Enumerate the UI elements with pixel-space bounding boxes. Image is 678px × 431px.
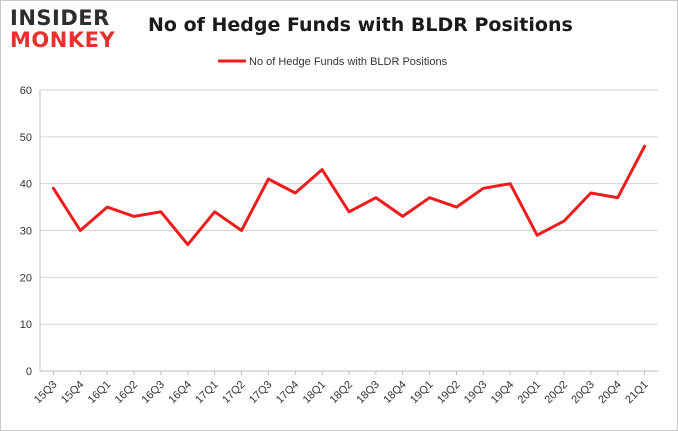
x-tick-label: 17Q2 bbox=[220, 379, 248, 407]
y-tick-label: 60 bbox=[20, 85, 32, 97]
x-tick-label: 17Q3 bbox=[247, 379, 275, 407]
x-tick-label: 21Q1 bbox=[623, 379, 651, 407]
legend: No of Hedge Funds with BLDR Positions bbox=[218, 56, 448, 68]
x-tick-label: 18Q1 bbox=[301, 379, 329, 407]
y-tick-label: 40 bbox=[20, 179, 32, 191]
x-tick-label: 16Q1 bbox=[86, 379, 114, 407]
x-tick-label: 18Q3 bbox=[354, 379, 382, 407]
series-layer bbox=[51, 144, 647, 247]
x-tick-label: 19Q1 bbox=[408, 379, 436, 407]
x-tick-label: 18Q2 bbox=[328, 379, 356, 407]
y-tick-label: 30 bbox=[20, 226, 32, 238]
x-tick-label: 19Q4 bbox=[489, 379, 517, 407]
y-tick-label: 10 bbox=[20, 319, 32, 331]
y-tick-label: 20 bbox=[20, 272, 32, 284]
x-tick-label: 20Q1 bbox=[516, 379, 544, 407]
x-tick-label: 16Q4 bbox=[166, 379, 194, 407]
x-tick-labels: 15Q3 15Q4 16Q1 16Q2 16Q3 16Q4 17Q1 17Q2 17Q3 17Q4… bbox=[32, 371, 651, 406]
y-tick-labels: 0 10 20 30 40 50 60 bbox=[20, 85, 32, 378]
x-tick-label: 20Q2 bbox=[543, 379, 571, 407]
x-tick-label: 15Q4 bbox=[59, 379, 87, 407]
y-tick-label: 50 bbox=[20, 132, 32, 144]
x-tick-label: 16Q2 bbox=[113, 379, 141, 407]
x-tick-label: 17Q4 bbox=[274, 379, 302, 407]
x-tick-label: 18Q4 bbox=[381, 379, 409, 407]
x-tick-label: 17Q1 bbox=[193, 379, 221, 407]
x-tick-label: 19Q3 bbox=[462, 379, 490, 407]
logo-line-1: INSIDER bbox=[10, 6, 110, 30]
logo-line-2: MONKEY bbox=[10, 28, 116, 52]
x-tick-label: 15Q3 bbox=[32, 379, 60, 407]
chart-title: No of Hedge Funds with BLDR Positions bbox=[148, 14, 573, 36]
x-tick-label: 20Q3 bbox=[569, 379, 597, 407]
y-tick-label: 0 bbox=[26, 366, 32, 378]
series-line bbox=[51, 144, 647, 247]
x-tick-label: 20Q4 bbox=[596, 379, 624, 407]
insider-monkey-logo: INSIDER MONKEY bbox=[10, 8, 128, 51]
legend-label: No of Hedge Funds with BLDR Positions bbox=[249, 56, 448, 68]
grid-lines bbox=[40, 89, 658, 325]
x-tick-label: 16Q3 bbox=[140, 379, 168, 407]
x-tick-label: 19Q2 bbox=[435, 379, 463, 407]
